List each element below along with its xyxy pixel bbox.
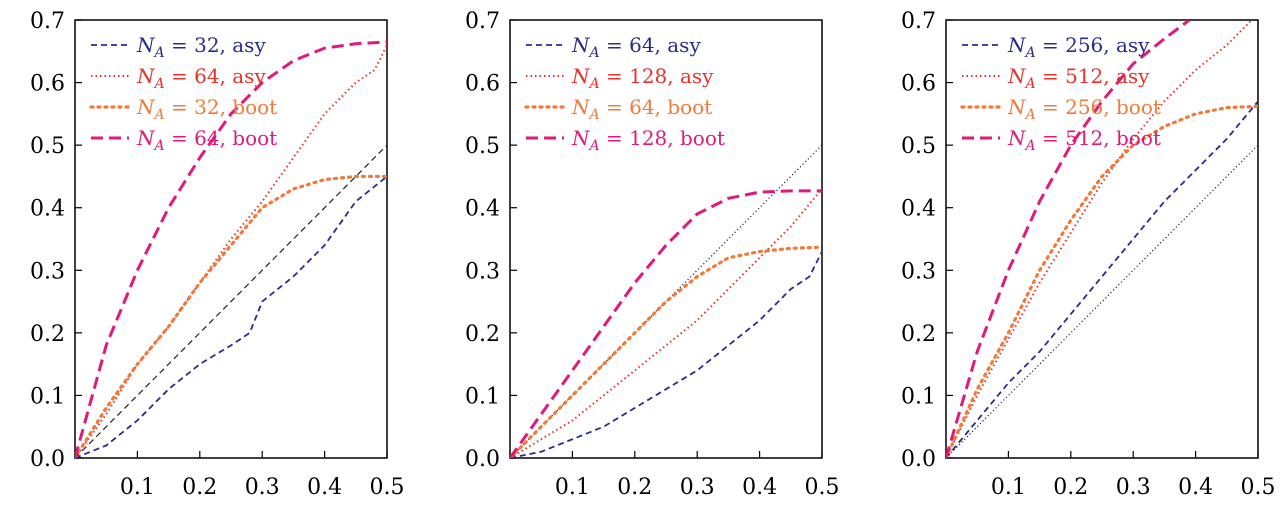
y-tick-label: 0.1 xyxy=(901,384,936,409)
x-tick-label: 0.4 xyxy=(1178,475,1213,500)
y-tick-label: 0.7 xyxy=(901,9,936,34)
series-line-1 xyxy=(946,100,1258,458)
reference-line xyxy=(75,144,387,458)
series-line-4 xyxy=(75,40,387,458)
x-tick-label: 0.1 xyxy=(991,475,1026,500)
legend-label: NA = 64, asy xyxy=(136,64,266,92)
x-tick-label: 0.4 xyxy=(307,475,342,500)
y-tick-label: 0.2 xyxy=(901,322,936,347)
x-tick-label: 0.2 xyxy=(1053,475,1088,500)
x-tick-label: 0.3 xyxy=(245,475,280,500)
legend: NA = 256, asy NA = 512, asy NA = 256, boot… xyxy=(960,33,1161,154)
y-tick-label: 0.7 xyxy=(30,9,65,34)
y-tick-label: 0.6 xyxy=(901,72,936,97)
y-tick-label: 0.1 xyxy=(465,384,500,409)
y-tick-label: 0.6 xyxy=(465,72,500,97)
y-tick-label: 0.5 xyxy=(30,134,65,159)
x-tick-label: 0.5 xyxy=(370,475,405,500)
x-tick-label: 0.3 xyxy=(1116,475,1151,500)
series-line-2 xyxy=(946,20,1253,458)
x-tick-label: 0.1 xyxy=(555,475,590,500)
legend-label: NA = 64, asy xyxy=(571,33,701,61)
plot-frame xyxy=(945,19,1259,459)
y-tick-label: 0.2 xyxy=(465,322,500,347)
y-tick-label: 0.4 xyxy=(30,197,65,222)
x-tick-label: 0.5 xyxy=(1241,475,1276,500)
legend-label: NA = 32, boot xyxy=(136,95,277,123)
y-tick-label: 0.4 xyxy=(901,197,936,222)
y-tick-label: 0.3 xyxy=(30,259,65,284)
chart-panel-3: 0.0 0.1 0.2 0.3 0.4 0.5 0.6 0.7 0.1 0.2 0.3 0.4 0.5 N… xyxy=(901,9,1276,500)
x-tick-label: 0.3 xyxy=(680,475,715,500)
y-tick-label: 0.5 xyxy=(465,134,500,159)
legend: NA = 32, asy NA = 64, asy NA = 32, boot NA … xyxy=(89,33,277,154)
y-tick-label: 0.2 xyxy=(30,322,65,347)
legend-label: NA = 512, asy xyxy=(1007,64,1150,92)
x-tick-label: 0.4 xyxy=(742,475,777,500)
y-tick-label: 0.7 xyxy=(465,9,500,34)
x-tick-label: 0.2 xyxy=(182,475,217,500)
y-tick-label: 0.0 xyxy=(465,447,500,472)
series-line-3 xyxy=(510,245,822,458)
y-tick-label: 0.6 xyxy=(30,72,65,97)
y-tick-label: 0.1 xyxy=(30,384,65,409)
legend-label: NA = 128, asy xyxy=(571,64,714,92)
legend-label: NA = 32, asy xyxy=(136,33,266,61)
series-line-4 xyxy=(510,189,822,458)
series-line-1 xyxy=(510,251,822,458)
series-line-3 xyxy=(75,174,387,458)
reference-line xyxy=(946,144,1258,458)
y-tick-label: 0.3 xyxy=(901,259,936,284)
y-tick-label: 0.3 xyxy=(465,259,500,284)
y-tick-label: 0.0 xyxy=(901,447,936,472)
legend-label: NA = 64, boot xyxy=(136,126,277,154)
series-line-2 xyxy=(510,188,822,458)
chart-panel-1: 0.0 0.1 0.2 0.3 0.4 0.5 0.6 0.7 0.1 0.2 0.3 0.4 0.5 N… xyxy=(30,9,405,500)
y-tick-label: 0.0 xyxy=(30,447,65,472)
legend-label: NA = 128, boot xyxy=(571,126,725,154)
plot-frame xyxy=(74,19,388,459)
y-tick-label: 0.4 xyxy=(465,197,500,222)
series-line-3 xyxy=(946,104,1258,458)
x-tick-label: 0.1 xyxy=(120,475,155,500)
series-line-1 xyxy=(75,175,387,458)
x-tick-label: 0.2 xyxy=(617,475,652,500)
series-line-2 xyxy=(75,44,387,458)
y-tick-label: 0.5 xyxy=(901,134,936,159)
x-tick-label: 0.5 xyxy=(805,475,840,500)
legend: NA = 64, asy NA = 128, asy NA = 64, boot NA… xyxy=(524,33,725,154)
chart-panel-2: 0.0 0.1 0.2 0.3 0.4 0.5 0.6 0.7 0.1 0.2 0.3 0.4 0.5 N… xyxy=(465,9,840,500)
plot-frame xyxy=(509,19,823,459)
legend-label: NA = 512, boot xyxy=(1007,126,1161,154)
legend-label: NA = 256, asy xyxy=(1007,33,1150,61)
legend-label: NA = 256, boot xyxy=(1007,95,1161,123)
legend-label: NA = 64, boot xyxy=(571,95,712,123)
